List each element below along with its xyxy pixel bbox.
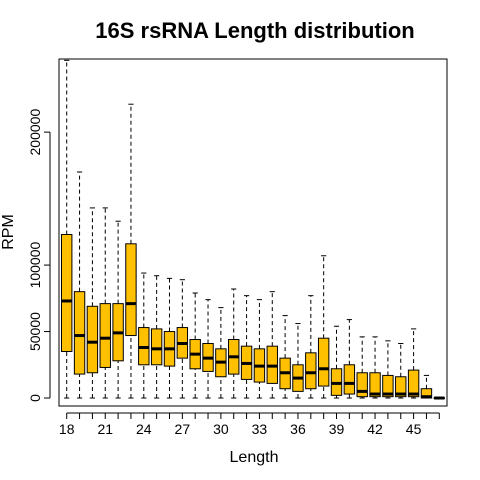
box-41 [356,336,368,399]
box-26 [163,277,176,399]
box-body [61,233,73,352]
x-tick-label: 39 [329,421,345,437]
y-tick-label: 50000 [27,312,43,351]
y-tick-label: 200000 [27,109,43,156]
x-tick-label: 45 [406,421,422,437]
chart-title: 16S rsRNA Length distribution [95,18,414,43]
box-40 [343,319,356,399]
box-42 [369,336,381,399]
box-32 [240,295,253,399]
box-25 [150,275,163,399]
box-body [125,243,137,337]
box-body [343,364,356,395]
box-group [61,59,445,400]
box-body [73,291,86,375]
x-tick-label: 27 [175,421,191,437]
box-body [150,328,163,366]
plot-frame [58,58,448,407]
box-body [407,369,420,398]
box-18 [61,59,73,399]
box-36 [292,323,304,399]
box-30 [215,307,227,399]
x-tick-label: 21 [97,421,113,437]
box-body [317,337,330,387]
box-37 [305,295,317,399]
box-33 [253,299,266,399]
box-body [99,303,111,368]
x-tick-label: 18 [59,421,75,437]
y-axis-label: RPM [0,214,17,250]
box-46 [420,374,433,399]
box-body [382,374,394,398]
y-tick-label: 0 [27,394,43,402]
x-tick-label: 36 [290,421,306,437]
box-43 [382,340,394,399]
box-body [86,305,99,374]
box-24 [138,272,150,399]
box-44 [395,343,407,399]
box-body [356,372,368,398]
x-tick-label: 33 [252,421,268,437]
x-axis-label: Length [230,449,279,466]
box-body [305,352,317,390]
box-22 [112,220,124,399]
box-38 [317,255,330,399]
box-23 [125,103,137,399]
box-27 [176,279,189,399]
box-47 [433,396,445,400]
box-35 [279,315,291,399]
box-34 [266,291,278,399]
y-tick-label: 100000 [27,242,43,289]
box-body [369,372,381,398]
x-axis: 18 21 24 27 30 33 36 39 42 45 [59,412,440,437]
box-45 [407,328,420,399]
box-28 [189,292,201,399]
box-body [395,376,407,398]
box-20 [86,207,99,399]
x-tick-label: 24 [136,421,152,437]
x-tick-label: 42 [367,421,383,437]
box-39 [330,325,343,399]
box-19 [73,171,86,399]
y-axis: 0 50000 100000 200000 [27,109,51,402]
box-21 [99,207,111,399]
x-tick-label: 30 [213,421,229,437]
box-29 [202,299,214,399]
box-31 [228,288,240,399]
